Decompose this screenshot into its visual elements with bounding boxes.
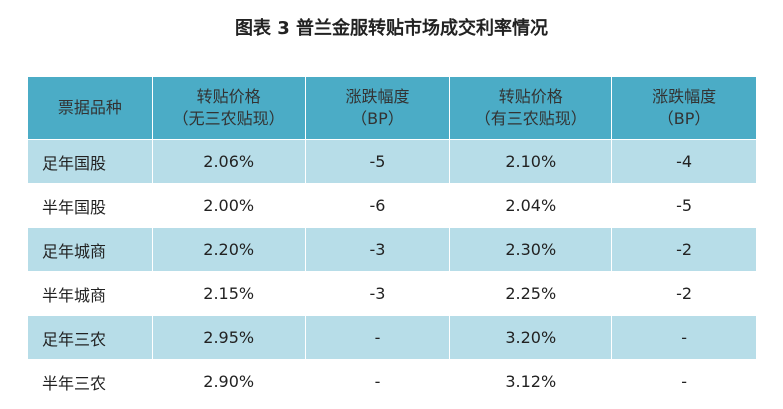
table-cell: 3.12% — [449, 359, 613, 404]
rate-table: 票据品种 转贴价格 （无三农贴现） 涨跌幅度 （BP） 转贴价格 （有三农贴现） 涨跌幅度 （B… — [27, 76, 757, 404]
table-cell: - — [611, 359, 757, 404]
table-cell: 2.10% — [449, 139, 613, 184]
table-row: 足年城商 2.20% -3 2.30% -2 — [27, 227, 757, 272]
header-text: 涨跌幅度 — [345, 87, 410, 106]
table-cell: -3 — [304, 271, 451, 316]
header-text: （有三农贴现） — [474, 109, 587, 128]
table-cell: 2.90% — [151, 359, 306, 404]
header-text: （BP） — [657, 109, 711, 128]
header-cell: 转贴价格 （无三农贴现） — [151, 76, 306, 140]
table-cell: 足年城商 — [27, 227, 153, 272]
table-cell: - — [611, 315, 757, 360]
header-text: 票据品种 — [57, 98, 122, 117]
table-row: 足年三农 2.95% -3.20% - — [27, 315, 757, 360]
header-cell: 票据品种 — [27, 76, 153, 140]
header-text: 转贴价格 — [196, 87, 261, 106]
table-cell: -5 — [611, 183, 757, 228]
header-text: （无三农贴现） — [172, 109, 285, 128]
table-cell: -2 — [611, 227, 757, 272]
table-row: 半年三农 2.90% -3.12% - — [27, 359, 757, 404]
table-cell: -3 — [304, 227, 451, 272]
table-row: 足年国股 2.06% -5 2.10% -4 — [27, 139, 757, 184]
header-cell: 涨跌幅度 （BP） — [304, 76, 451, 140]
table-cell: 2.06% — [151, 139, 306, 184]
header-text: （BP） — [351, 109, 404, 128]
table-cell: 2.20% — [151, 227, 306, 272]
table-cell: 2.00% — [151, 183, 306, 228]
table-cell: 足年国股 — [27, 139, 153, 184]
table-cell: 半年三农 — [27, 359, 153, 404]
table-title: 图表 3 普兰金服转贴市场成交利率情况 — [234, 18, 549, 39]
table-cell: 2.25% — [449, 271, 613, 316]
table-cell: -6 — [304, 183, 451, 228]
header-text: 涨跌幅度 — [652, 87, 717, 106]
table-cell: - — [304, 315, 451, 360]
table-cell: 半年城商 — [27, 271, 153, 316]
table-cell: -5 — [304, 139, 451, 184]
table-cell: 2.04% — [449, 183, 613, 228]
table-cell: -4 — [611, 139, 757, 184]
header-cell: 转贴价格 （有三农贴现） — [449, 76, 613, 140]
table-row: 半年城商 2.15% -3 2.25% -2 — [27, 271, 757, 316]
header-text: 转贴价格 — [498, 87, 563, 106]
header-cell: 涨跌幅度 （BP） — [611, 76, 757, 140]
table-cell: 2.95% — [151, 315, 306, 360]
header-row: 票据品种 转贴价格 （无三农贴现） 涨跌幅度 （BP） 转贴价格 （有三农贴现） 涨跌幅度 （B… — [27, 76, 757, 140]
table-row: 半年国股 2.00% -6 2.04% -5 — [27, 183, 757, 228]
table-cell: -2 — [611, 271, 757, 316]
table-cell: 2.15% — [151, 271, 306, 316]
table-cell: 3.20% — [449, 315, 613, 360]
table-cell: 半年国股 — [27, 183, 153, 228]
table-cell: 足年三农 — [27, 315, 153, 360]
table-body: 足年国股 2.06% -5 2.10% -4 半年国股 2.00% -6 2.04% -5 足年城商… — [27, 139, 757, 404]
table-cell: - — [304, 359, 451, 404]
table-cell: 2.30% — [449, 227, 613, 272]
